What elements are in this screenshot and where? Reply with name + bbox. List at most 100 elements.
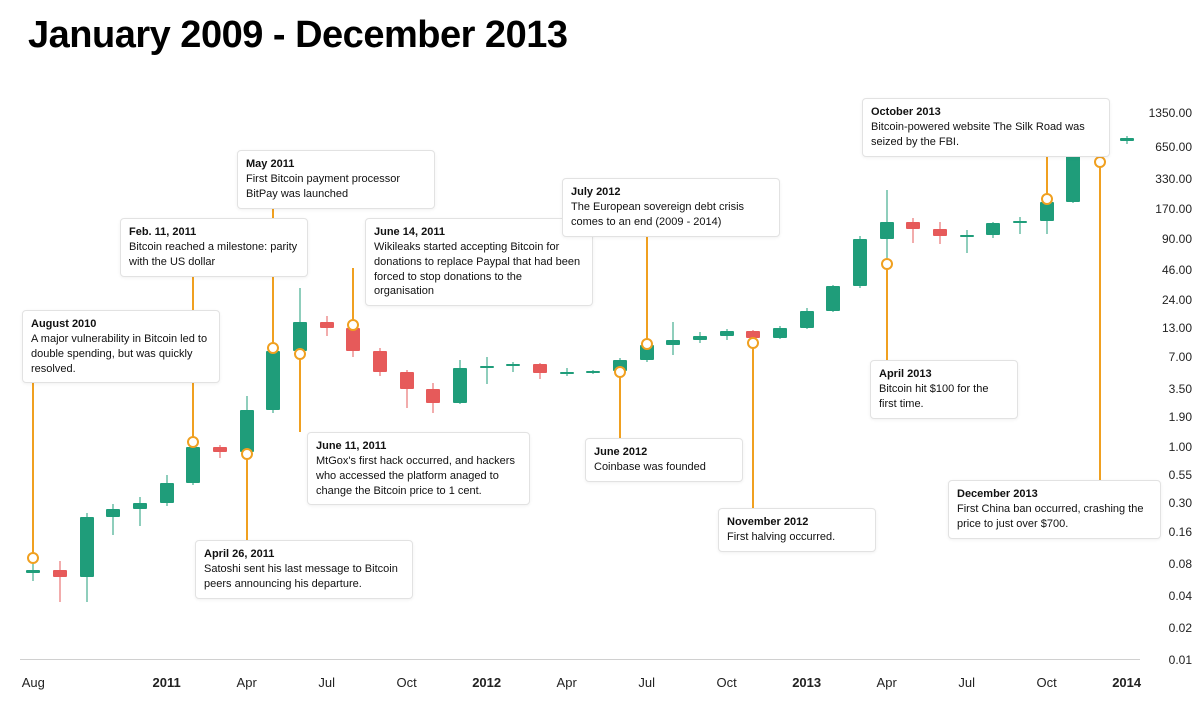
annotation-title: July 2012 xyxy=(571,185,771,200)
annotation-connector xyxy=(619,372,621,438)
x-tick-label: 2013 xyxy=(792,675,821,690)
annotation-title: December 2013 xyxy=(957,487,1152,502)
y-tick-label: 13.00 xyxy=(1162,321,1192,335)
annotation-box: December 2013First China ban occurred, c… xyxy=(948,480,1161,539)
annotation-text: Coinbase was founded xyxy=(594,461,706,473)
annotation-anchor-dot xyxy=(294,348,306,360)
x-tick-label: Apr xyxy=(877,675,897,690)
annotation-text: MtGox's first hack occurred, and hackers… xyxy=(316,455,515,497)
annotation-anchor-dot xyxy=(614,366,626,378)
y-tick-label: 650.00 xyxy=(1155,140,1192,154)
annotation-connector xyxy=(32,360,34,558)
x-tick-label: 2012 xyxy=(472,675,501,690)
annotation-anchor-dot xyxy=(1094,156,1106,168)
x-tick-label: Oct xyxy=(397,675,417,690)
annotation-connector xyxy=(1099,162,1101,480)
annotation-text: First China ban occurred, crashing the p… xyxy=(957,503,1143,530)
annotation-text: First halving occurred. xyxy=(727,531,835,543)
y-tick-label: 0.08 xyxy=(1169,557,1192,571)
annotation-box: July 2012The European sovereign debt cri… xyxy=(562,178,780,237)
annotation-anchor-dot xyxy=(641,338,653,350)
annotation-box: June 14, 2011Wikileaks started accepting… xyxy=(365,218,593,306)
annotation-text: Bitcoin reached a milestone: parity with… xyxy=(129,241,297,268)
candle xyxy=(853,100,867,660)
annotation-box: June 2012Coinbase was founded xyxy=(585,438,743,482)
annotation-title: May 2011 xyxy=(246,157,426,172)
annotation-connector xyxy=(646,228,648,344)
annotation-box: November 2012First halving occurred. xyxy=(718,508,876,552)
annotation-title: Feb. 11, 2011 xyxy=(129,225,299,240)
annotation-anchor-dot xyxy=(347,319,359,331)
annotation-box: June 11, 2011MtGox's first hack occurred… xyxy=(307,432,530,505)
x-tick-label: Apr xyxy=(237,675,257,690)
y-tick-label: 1350.00 xyxy=(1149,106,1192,120)
x-tick-label: 2014 xyxy=(1112,675,1141,690)
annotation-connector xyxy=(246,454,248,540)
annotation-title: August 2010 xyxy=(31,317,211,332)
x-tick-label: Oct xyxy=(1037,675,1057,690)
x-axis-line xyxy=(20,659,1140,660)
annotation-text: Satoshi sent his last message to Bitcoin… xyxy=(204,563,398,590)
y-tick-label: 0.02 xyxy=(1169,621,1192,635)
y-axis: 1350.00 650.00 330.00 170.00 90.00 46.00 24.00… xyxy=(1140,100,1192,660)
annotation-box: April 2013Bitcoin hit $100 for the first… xyxy=(870,360,1018,419)
annotation-text: The European sovereign debt crisis comes… xyxy=(571,201,744,228)
x-tick-label: 2011 xyxy=(153,675,181,690)
annotation-text: First Bitcoin payment processor BitPay w… xyxy=(246,173,400,200)
annotation-anchor-dot xyxy=(881,258,893,270)
x-tick-label: Oct xyxy=(717,675,737,690)
annotation-anchor-dot xyxy=(241,448,253,460)
y-tick-label: 1.00 xyxy=(1169,440,1192,454)
y-tick-label: 170.00 xyxy=(1155,202,1192,216)
candle xyxy=(1066,100,1080,660)
y-tick-label: 90.00 xyxy=(1162,232,1192,246)
x-tick-label: Jul xyxy=(958,675,975,690)
annotation-title: April 26, 2011 xyxy=(204,547,404,562)
x-tick-label: Jul xyxy=(318,675,335,690)
annotation-title: June 14, 2011 xyxy=(374,225,584,240)
annotation-connector xyxy=(886,264,888,360)
annotation-box: August 2010A major vulnerability in Bitc… xyxy=(22,310,220,383)
y-tick-label: 0.01 xyxy=(1169,653,1192,667)
annotation-title: June 11, 2011 xyxy=(316,439,521,454)
y-tick-label: 330.00 xyxy=(1155,172,1192,186)
candle xyxy=(480,100,494,660)
annotation-connector xyxy=(752,343,754,508)
candle xyxy=(1120,100,1134,660)
candle xyxy=(453,100,467,660)
annotation-box: Feb. 11, 2011Bitcoin reached a milestone… xyxy=(120,218,308,277)
y-tick-label: 1.90 xyxy=(1169,410,1192,424)
x-tick-label: Aug xyxy=(22,675,45,690)
annotation-connector xyxy=(299,354,301,432)
annotation-box: October 2013Bitcoin-powered website The … xyxy=(862,98,1110,157)
x-tick-label: Jul xyxy=(638,675,655,690)
annotation-anchor-dot xyxy=(187,436,199,448)
y-tick-label: 7.00 xyxy=(1169,350,1192,364)
annotation-box: May 2011First Bitcoin payment processor … xyxy=(237,150,435,209)
x-tick-label: Apr xyxy=(557,675,577,690)
y-tick-label: 46.00 xyxy=(1162,263,1192,277)
y-tick-label: 0.16 xyxy=(1169,525,1192,539)
annotation-text: Bitcoin hit $100 for the first time. xyxy=(879,383,988,410)
candle xyxy=(533,100,547,660)
annotation-text: Bitcoin-powered website The Silk Road wa… xyxy=(871,121,1085,148)
y-tick-label: 0.30 xyxy=(1169,496,1192,510)
annotation-text: Wikileaks started accepting Bitcoin for … xyxy=(374,241,580,298)
annotation-title: October 2013 xyxy=(871,105,1101,120)
y-tick-label: 3.50 xyxy=(1169,382,1192,396)
chart-title: January 2009 - December 2013 xyxy=(28,14,567,57)
annotation-anchor-dot xyxy=(1041,193,1053,205)
y-tick-label: 0.04 xyxy=(1169,589,1192,603)
annotation-box: April 26, 2011Satoshi sent his last mess… xyxy=(195,540,413,599)
annotation-anchor-dot xyxy=(747,337,759,349)
y-tick-label: 0.55 xyxy=(1169,468,1192,482)
y-tick-label: 24.00 xyxy=(1162,293,1192,307)
annotation-anchor-dot xyxy=(267,342,279,354)
annotation-anchor-dot xyxy=(27,552,39,564)
candle xyxy=(800,100,814,660)
candle xyxy=(506,100,520,660)
candle xyxy=(826,100,840,660)
annotation-connector xyxy=(352,268,354,325)
annotation-title: June 2012 xyxy=(594,445,734,460)
annotation-text: A major vulnerability in Bitcoin led to … xyxy=(31,333,207,375)
